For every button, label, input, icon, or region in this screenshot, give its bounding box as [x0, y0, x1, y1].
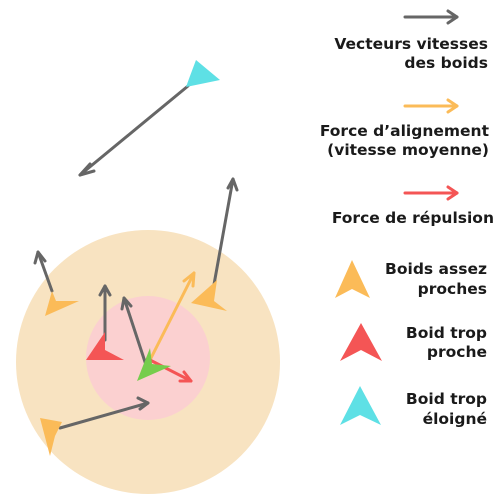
center-boid — [137, 348, 171, 381]
legend-velocity-label-line1: Vecteurs vitesses — [334, 35, 488, 53]
legend-cyan-boid-icon — [340, 386, 381, 425]
legend-alignment-label-line1: Force d’alignement — [320, 122, 490, 140]
left-near-boid — [45, 291, 79, 316]
legend-alignment-label-line2: (vitesse moyenne) — [327, 141, 489, 159]
too-close-boid — [86, 332, 124, 360]
legend-far-label-line2: éloigné — [423, 410, 487, 428]
velocity-arrow-bottom-boid — [58, 396, 150, 430]
legend-far-label-line1: Boid trop — [406, 390, 487, 408]
velocity-arrow-red-boid — [98, 284, 112, 342]
velocity-arrow-right-boid — [211, 177, 239, 292]
legend-repulsion-label: Force de répulsion — [332, 209, 494, 227]
legend-gray-arrow-icon — [403, 9, 459, 25]
legend-red-arrow-icon — [403, 185, 459, 201]
far-boid — [186, 60, 220, 87]
legend-velocity-label-line2: des boids — [404, 54, 488, 72]
bottom-near-boid — [40, 418, 62, 456]
legend-near-label-line1: Boids assez — [385, 260, 487, 278]
velocity-arrow-left-boid — [33, 250, 54, 293]
alignment-force-arrow — [148, 271, 196, 362]
legend-orange-arrow-icon — [403, 98, 459, 114]
right-near-boid — [191, 280, 227, 311]
legend-red-boid-icon — [340, 323, 382, 361]
repulsion-force-arrow — [148, 358, 193, 383]
velocity-arrows — [33, 84, 239, 430]
legend-too-close-label-line1: Boid trop — [406, 324, 487, 342]
velocity-arrow-far-boid — [78, 84, 190, 177]
legend-orange-boid-icon — [335, 260, 370, 298]
velocity-arrow-center-boid — [120, 296, 149, 370]
legend-near-label-line2: proches — [418, 280, 487, 298]
legend-too-close-label-line2: proche — [427, 343, 487, 361]
